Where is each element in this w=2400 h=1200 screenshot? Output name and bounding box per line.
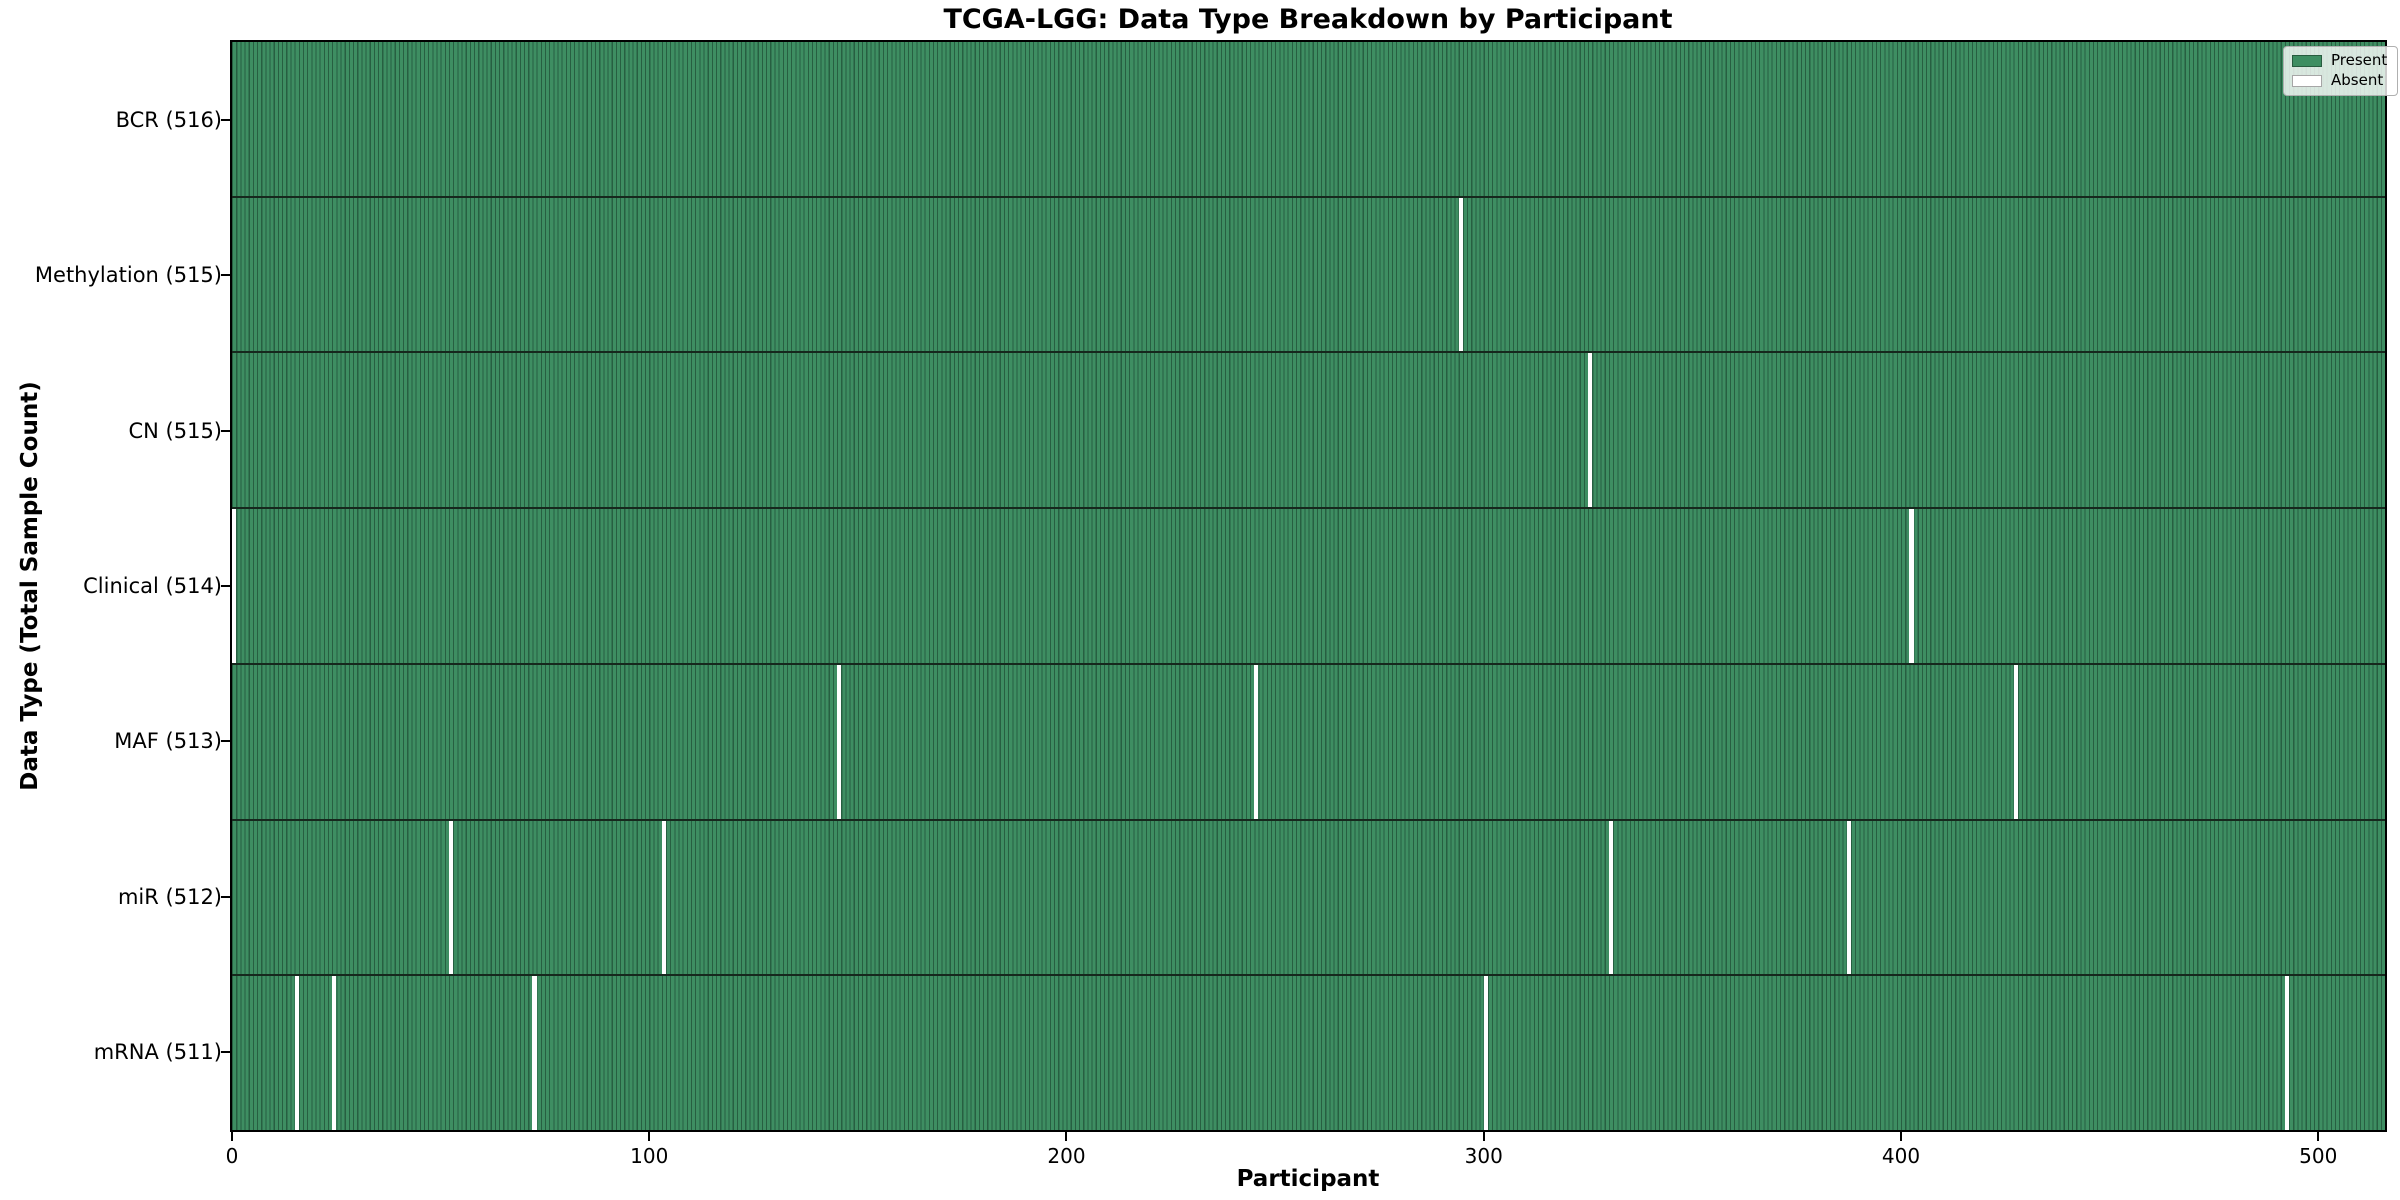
y-tick-mark	[221, 895, 230, 898]
heatmap-row-MAF	[232, 662, 2385, 819]
x-tick-mark	[1065, 1132, 1068, 1141]
absent-cell	[1608, 820, 1614, 975]
legend: Present Absent	[2283, 46, 2399, 96]
heatmap-row-BCR	[232, 42, 2385, 196]
present-swatch-icon	[2292, 54, 2322, 67]
heatmap-row-Clinical	[232, 507, 2385, 663]
absent-cell	[1909, 509, 1914, 663]
y-tick-label: Clinical (514)	[83, 574, 222, 598]
absent-swatch-icon	[2292, 74, 2322, 87]
y-tick-label: CN (515)	[128, 418, 222, 443]
y-tick-mark	[221, 740, 230, 743]
y-tick-label: Methylation (515)	[34, 263, 222, 288]
absent-cell	[1846, 820, 1851, 975]
heatmap-row-CN	[232, 351, 2385, 508]
y-tick-label: miR (512)	[117, 884, 222, 909]
x-axis-label: Participant	[1236, 1166, 1380, 1192]
x-tick-mark	[231, 1132, 233, 1141]
legend-label-absent: Absent	[2331, 71, 2384, 89]
heatmap-row-miR	[232, 818, 2385, 975]
y-tick-mark	[221, 429, 230, 432]
legend-entry-absent: Absent	[2292, 73, 2387, 88]
y-tick-label: MAF (513)	[114, 729, 222, 754]
y-tick-mark	[221, 118, 230, 121]
x-tick-mark	[648, 1132, 651, 1141]
heatmap-row-mRNA	[232, 974, 2385, 1131]
absent-cell	[1483, 976, 1488, 1131]
absent-cell	[837, 664, 842, 819]
absent-cell	[448, 820, 454, 975]
absent-cell	[2284, 976, 2290, 1131]
y-tick-mark	[221, 274, 230, 277]
x-tick-mark	[2317, 1132, 2320, 1141]
y-tick-mark	[221, 1051, 230, 1054]
heatmap-row-Methylation	[232, 195, 2385, 352]
x-tick-label: 300	[1464, 1144, 1503, 1168]
absent-cell	[1588, 353, 1593, 508]
y-tick-mark	[221, 585, 230, 587]
absent-cell	[332, 976, 337, 1131]
y-tick-label: BCR (516)	[115, 107, 222, 132]
absent-cell	[661, 820, 666, 975]
absent-cell	[1254, 664, 1259, 819]
x-tick-mark	[1482, 1132, 1485, 1141]
y-axis-label: Data Type (Total Sample Count)	[17, 381, 43, 791]
legend-label-present: Present	[2331, 51, 2388, 69]
x-tick-label: 500	[2299, 1144, 2338, 1168]
y-tick-label: mRNA (511)	[93, 1040, 222, 1065]
absent-cell	[294, 976, 299, 1131]
x-tick-label: 0	[225, 1144, 239, 1168]
absent-cell	[532, 976, 537, 1131]
absent-cell	[2013, 664, 2018, 819]
plot-area	[230, 40, 2387, 1132]
x-tick-label: 100	[630, 1144, 669, 1168]
absent-cell	[1458, 197, 1463, 352]
heatmap-rows	[232, 42, 2385, 1131]
x-tick-label: 400	[1881, 1144, 1921, 1168]
x-tick-label: 200	[1047, 1144, 1086, 1168]
absent-cell	[232, 509, 237, 663]
chart-title: TCGA-LGG: Data Type Breakdown by Partici…	[943, 4, 1673, 35]
legend-entry-present: Present	[2292, 53, 2387, 68]
x-tick-mark	[1899, 1132, 1902, 1141]
